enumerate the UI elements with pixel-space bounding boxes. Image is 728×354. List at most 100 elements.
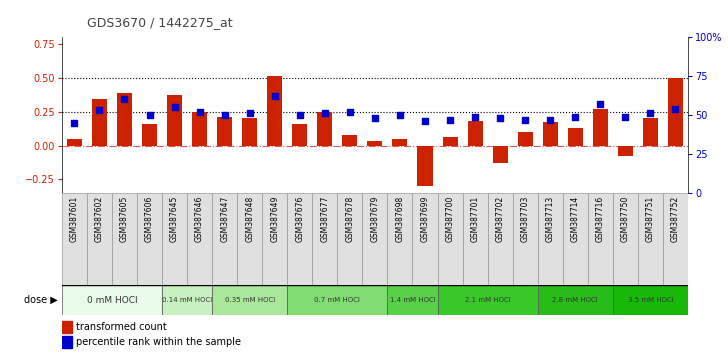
Bar — [593, 109, 608, 145]
Bar — [368, 142, 382, 145]
Point — [470, 114, 481, 119]
Bar — [62, 285, 162, 315]
Bar — [538, 285, 613, 315]
Bar — [212, 285, 288, 315]
Bar — [387, 193, 413, 285]
Bar — [413, 193, 438, 285]
Text: 0 mM HOCl: 0 mM HOCl — [87, 296, 138, 304]
Bar — [262, 193, 288, 285]
Bar — [192, 112, 207, 145]
Point — [394, 112, 405, 118]
Bar — [142, 124, 157, 145]
Bar — [312, 193, 337, 285]
Text: dose ▶: dose ▶ — [25, 295, 58, 305]
Bar — [387, 285, 438, 315]
Bar — [488, 193, 513, 285]
Bar — [187, 193, 212, 285]
Text: GSM387645: GSM387645 — [170, 196, 179, 242]
Point — [269, 93, 280, 99]
Text: GSM387676: GSM387676 — [296, 196, 304, 242]
Point — [569, 114, 581, 119]
Point — [94, 108, 106, 113]
Bar — [112, 193, 137, 285]
Point — [670, 106, 681, 112]
Point — [595, 101, 606, 107]
Point — [545, 117, 556, 122]
Text: GSM387700: GSM387700 — [446, 196, 454, 242]
Bar — [92, 99, 107, 145]
Point — [444, 117, 456, 122]
Text: GSM387646: GSM387646 — [195, 196, 204, 242]
Bar — [137, 193, 162, 285]
Text: GSM387606: GSM387606 — [145, 196, 154, 242]
Bar — [438, 193, 462, 285]
Bar — [392, 139, 408, 145]
Bar — [317, 112, 333, 145]
Bar — [62, 336, 72, 348]
Text: 0.14 mM HOCl: 0.14 mM HOCl — [162, 297, 213, 303]
Point — [319, 111, 331, 116]
Bar — [62, 321, 72, 333]
Text: GSM387678: GSM387678 — [345, 196, 355, 242]
Point — [68, 120, 80, 126]
Point — [344, 109, 356, 115]
Text: GSM387701: GSM387701 — [470, 196, 480, 242]
Point — [419, 119, 431, 124]
Bar — [162, 193, 187, 285]
Text: GSM387703: GSM387703 — [521, 196, 530, 242]
Point — [519, 117, 531, 122]
Bar — [513, 193, 538, 285]
Bar — [167, 96, 182, 145]
Bar — [292, 124, 307, 145]
Bar — [538, 193, 563, 285]
Point — [620, 114, 631, 119]
Text: GSM387601: GSM387601 — [70, 196, 79, 242]
Bar — [618, 145, 633, 156]
Text: 0.7 mM HOCl: 0.7 mM HOCl — [314, 297, 360, 303]
Point — [644, 111, 656, 116]
Bar — [613, 193, 638, 285]
Point — [143, 112, 155, 118]
Bar — [438, 285, 538, 315]
Text: GSM387714: GSM387714 — [571, 196, 579, 242]
Bar — [288, 193, 312, 285]
Text: GSM387702: GSM387702 — [496, 196, 505, 242]
Text: GSM387648: GSM387648 — [245, 196, 254, 242]
Point — [219, 112, 231, 118]
Bar — [417, 145, 432, 186]
Bar — [587, 193, 613, 285]
Point — [169, 104, 181, 110]
Bar — [162, 285, 212, 315]
Text: GSM387605: GSM387605 — [120, 196, 129, 242]
Text: GSM387649: GSM387649 — [270, 196, 280, 242]
Bar — [638, 193, 663, 285]
Bar — [462, 193, 488, 285]
Text: GSM387750: GSM387750 — [621, 196, 630, 242]
Bar — [467, 121, 483, 145]
Text: GSM387602: GSM387602 — [95, 196, 104, 242]
Bar — [542, 122, 558, 145]
Bar — [443, 137, 458, 145]
Bar — [363, 193, 387, 285]
Point — [494, 115, 506, 121]
Text: 2.8 mM HOCl: 2.8 mM HOCl — [553, 297, 598, 303]
Text: GSM387647: GSM387647 — [220, 196, 229, 242]
Text: GSM387699: GSM387699 — [421, 196, 430, 242]
Text: GDS3670 / 1442275_at: GDS3670 / 1442275_at — [87, 16, 233, 29]
Text: 2.1 mM HOCl: 2.1 mM HOCl — [464, 297, 510, 303]
Bar — [288, 285, 387, 315]
Bar — [67, 139, 82, 145]
Bar — [212, 193, 237, 285]
Bar — [568, 128, 583, 145]
Text: GSM387716: GSM387716 — [596, 196, 605, 242]
Bar — [493, 145, 507, 163]
Bar — [518, 132, 533, 145]
Point — [369, 115, 381, 121]
Text: GSM387713: GSM387713 — [546, 196, 555, 242]
Bar — [237, 193, 262, 285]
Text: GSM387679: GSM387679 — [371, 196, 379, 242]
Bar — [613, 285, 688, 315]
Bar — [643, 119, 658, 145]
Text: transformed count: transformed count — [76, 322, 167, 332]
Bar — [342, 135, 357, 145]
